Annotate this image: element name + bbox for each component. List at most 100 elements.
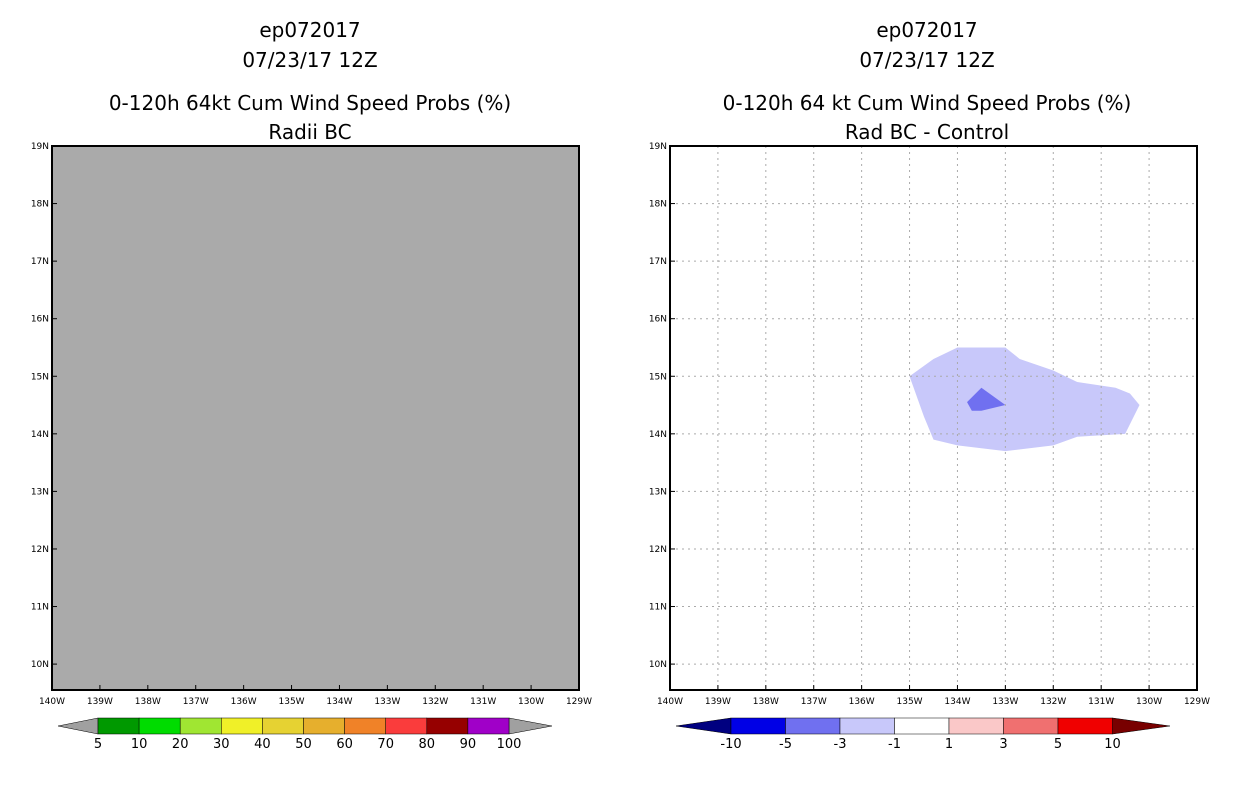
x-tick-label: 133W xyxy=(992,697,1018,707)
x-tick-label: 137W xyxy=(801,697,827,707)
colorbar-label: 20 xyxy=(172,737,189,752)
colorbar-label: -10 xyxy=(720,737,741,752)
x-tick-label: 131W xyxy=(1088,697,1114,707)
x-tick-label: 131W xyxy=(470,697,496,707)
colorbar-label: 30 xyxy=(213,737,230,752)
y-tick-label: 19N xyxy=(31,142,49,152)
x-tick-label: 129W xyxy=(1184,697,1210,707)
x-tick-label: 134W xyxy=(944,697,970,707)
colorbar-label: 3 xyxy=(999,737,1007,752)
y-tick-label: 10N xyxy=(31,660,49,670)
panel2-chart: 140W 139W 138W 137W 136W 135W 134W 133W 132W 131W… xyxy=(649,142,1210,752)
x-tick-label: 135W xyxy=(279,697,305,707)
colorbar-segment xyxy=(894,717,950,735)
x-tick-label: 129W xyxy=(566,697,592,707)
colorbar-label: 70 xyxy=(377,737,394,752)
contour-region-1 xyxy=(967,387,1006,411)
x-tick-label: 132W xyxy=(422,697,448,707)
panel1-title-product: 0-120h 64kt Cum Wind Speed Probs (%) xyxy=(108,91,512,115)
y-tick-label: 10N xyxy=(649,660,667,670)
colorbar-label: 5 xyxy=(1054,737,1062,752)
x-tick-label: 130W xyxy=(518,697,544,707)
y-tick-label: 17N xyxy=(31,257,49,267)
colorbar-label: 10 xyxy=(131,737,148,752)
panel2-title-subtitle: Rad BC - Control xyxy=(844,120,1010,144)
y-tick-label: 19N xyxy=(649,142,667,152)
x-tick-label: 136W xyxy=(231,697,257,707)
y-tick-label: 16N xyxy=(31,315,49,325)
y-tick-label: 13N xyxy=(649,487,667,497)
colorbar-segment xyxy=(262,717,304,735)
colorbar-label: 90 xyxy=(460,737,477,752)
panel1-title-date: 07/23/17 12Z xyxy=(242,48,378,72)
colorbar-label: 80 xyxy=(419,737,436,752)
y-tick-label: 15N xyxy=(31,372,49,382)
colorbar-high-arrow xyxy=(1112,717,1171,735)
x-tick-label: 135W xyxy=(897,697,923,707)
colorbar-segment xyxy=(1057,717,1113,735)
colorbar-label: 100 xyxy=(497,737,522,752)
colorbar-segment xyxy=(303,717,345,735)
colorbar-segment xyxy=(138,717,181,735)
contour-region-0 xyxy=(909,347,1140,452)
colorbar-label: 10 xyxy=(1104,737,1121,752)
colorbar-segment xyxy=(426,717,469,735)
y-tick-label: 11N xyxy=(31,603,49,613)
panel2-title-storm: ep072017 xyxy=(876,18,978,42)
colorbar-label: 1 xyxy=(945,737,953,752)
y-tick-label: 18N xyxy=(31,200,49,210)
x-tick-label: 139W xyxy=(87,697,113,707)
colorbar-label: 50 xyxy=(295,737,312,752)
y-tick-label: 12N xyxy=(31,545,49,555)
colorbar-label: 5 xyxy=(94,737,102,752)
plot-frame xyxy=(51,145,580,691)
colorbar-low-arrow xyxy=(57,717,99,735)
y-tick-label: 14N xyxy=(649,430,667,440)
x-tick-label: 130W xyxy=(1136,697,1162,707)
panel1-title-storm: ep072017 xyxy=(259,18,361,42)
colorbar-label: -3 xyxy=(834,737,847,752)
colorbar-label: 60 xyxy=(336,737,353,752)
colorbar-segment xyxy=(344,717,386,735)
y-tick-label: 15N xyxy=(649,372,667,382)
panel2-title-date: 07/23/17 12Z xyxy=(859,48,995,72)
x-tick-label: 136W xyxy=(849,697,875,707)
panel1-chart: 140W 139W 138W 137W 136W 135W 134W 133W 132W 131W… xyxy=(31,142,592,752)
colorbar-segment xyxy=(948,717,1004,735)
panel2-title-product: 0-120h 64 kt Cum Wind Speed Probs (%) xyxy=(722,91,1132,115)
x-tick-label: 140W xyxy=(39,697,65,707)
colorbar-segment xyxy=(1003,717,1059,735)
y-tick-label: 14N xyxy=(31,430,49,440)
x-tick-label: 138W xyxy=(135,697,161,707)
colorbar-label: -5 xyxy=(779,737,792,752)
colorbar-segment xyxy=(179,717,222,735)
colorbar-segment xyxy=(221,717,263,735)
colorbar-segment xyxy=(385,717,428,735)
y-tick-label: 12N xyxy=(649,545,667,555)
y-tick-label: 13N xyxy=(31,487,49,497)
x-tick-label: 132W xyxy=(1040,697,1066,707)
colorbar-low-arrow xyxy=(675,717,732,735)
plot-area xyxy=(52,146,579,690)
colorbar-segment xyxy=(97,717,140,735)
x-tick-label: 137W xyxy=(183,697,209,707)
y-tick-label: 18N xyxy=(649,200,667,210)
colorbar-segment xyxy=(785,717,841,735)
colorbar-label: 40 xyxy=(254,737,271,752)
y-tick-label: 11N xyxy=(649,603,667,613)
x-tick-label: 139W xyxy=(705,697,731,707)
y-tick-label: 16N xyxy=(649,315,667,325)
colorbar-segment xyxy=(730,717,786,735)
colorbar-label: -1 xyxy=(888,737,901,752)
x-tick-label: 134W xyxy=(326,697,352,707)
x-tick-label: 140W xyxy=(657,697,683,707)
colorbar-high-arrow xyxy=(508,717,553,735)
x-tick-label: 138W xyxy=(753,697,779,707)
plot-frame xyxy=(669,145,1198,691)
colorbar-segment xyxy=(839,717,895,735)
y-tick-label: 17N xyxy=(649,257,667,267)
x-tick-label: 133W xyxy=(374,697,400,707)
colorbar-segment xyxy=(467,717,510,735)
panel1-title-subtitle: Radii BC xyxy=(268,120,352,144)
